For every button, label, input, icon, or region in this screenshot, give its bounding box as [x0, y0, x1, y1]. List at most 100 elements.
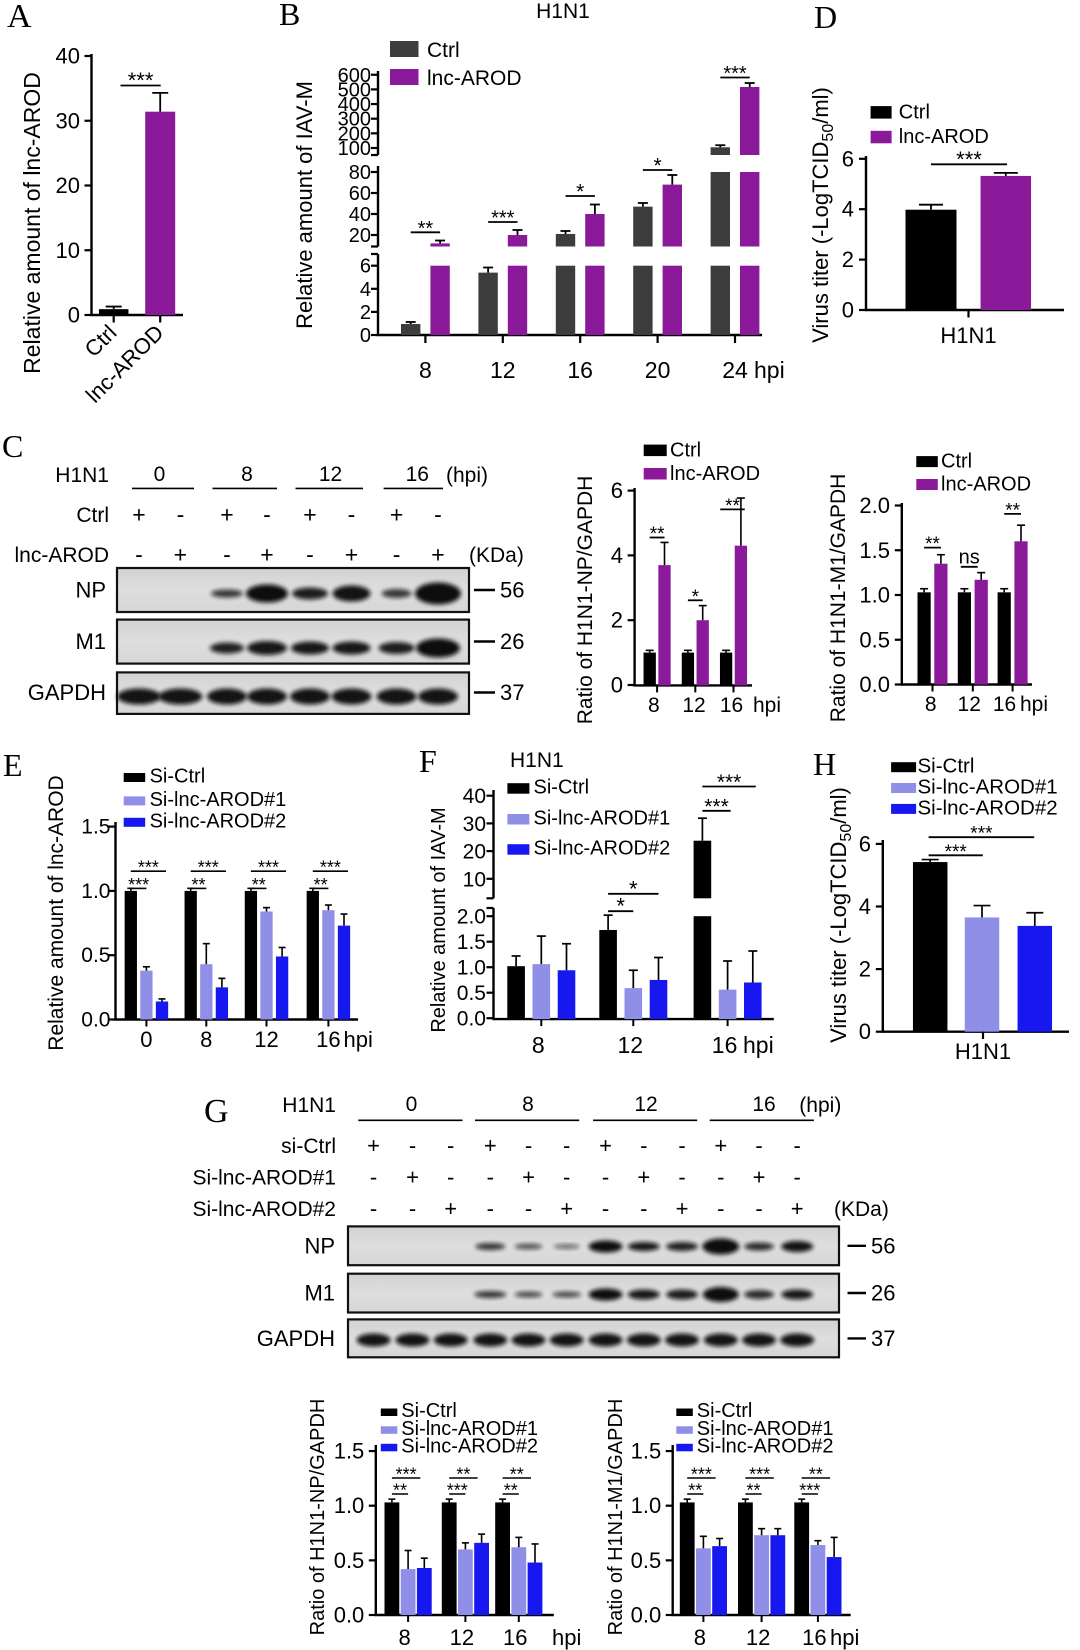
svg-text:8: 8 [200, 1027, 212, 1052]
svg-text:-: - [447, 1165, 454, 1190]
svg-text:+: + [637, 1165, 650, 1190]
svg-text:-: - [177, 502, 185, 528]
svg-text:1.0: 1.0 [631, 1493, 662, 1518]
svg-text:-: - [525, 1133, 532, 1158]
svg-text:***: *** [138, 858, 159, 878]
svg-text:**: ** [252, 875, 266, 895]
svg-text:hpi: hpi [830, 1625, 859, 1650]
svg-text:**: ** [1005, 500, 1020, 521]
svg-text:-: - [409, 1133, 416, 1158]
svg-text:12: 12 [618, 1032, 644, 1058]
svg-text:16: 16 [406, 463, 429, 486]
svg-text:lnc-AROD: lnc-AROD [670, 463, 760, 485]
svg-text:0.0: 0.0 [859, 672, 890, 697]
svg-text:80: 80 [349, 162, 371, 184]
svg-text:16: 16 [503, 1625, 527, 1650]
svg-text:A: A [7, 0, 32, 35]
svg-text:**: ** [456, 1465, 470, 1485]
svg-text:-: - [487, 1196, 494, 1221]
svg-text:0: 0 [859, 1019, 871, 1044]
svg-text:Si-lnc-AROD#1: Si-lnc-AROD#1 [401, 1418, 538, 1440]
svg-text:**: ** [504, 1481, 518, 1501]
svg-text:*: * [692, 587, 700, 608]
svg-text:Si-lnc-AROD#2: Si-lnc-AROD#2 [192, 1198, 336, 1221]
svg-text:**: ** [925, 534, 940, 555]
svg-text:1.0: 1.0 [457, 957, 486, 980]
svg-text:Relative amount of IAV-M: Relative amount of IAV-M [292, 81, 317, 329]
svg-text:24: 24 [722, 357, 748, 383]
svg-text:**: ** [809, 1465, 823, 1485]
svg-text:-: - [223, 542, 231, 568]
svg-text:*: * [576, 181, 584, 204]
svg-text:***: *** [717, 771, 742, 794]
svg-text:***: *** [128, 875, 149, 895]
svg-text:Si-Ctrl: Si-Ctrl [918, 755, 975, 778]
svg-text:**: ** [314, 875, 328, 895]
svg-text:***: *** [704, 795, 729, 818]
svg-text:-: - [794, 1165, 801, 1190]
svg-text:**: ** [688, 1481, 702, 1501]
svg-text:+: + [390, 502, 403, 528]
svg-text:-: - [640, 1133, 647, 1158]
svg-text:1.5: 1.5 [334, 1439, 365, 1464]
svg-text:Ctrl: Ctrl [76, 504, 109, 527]
svg-text:ns: ns [959, 547, 980, 569]
svg-text:20: 20 [645, 357, 671, 383]
svg-text:1.5: 1.5 [81, 816, 110, 839]
svg-text:*: * [629, 876, 638, 901]
svg-text:Relative amount of IAV-M: Relative amount of IAV-M [428, 807, 450, 1032]
svg-text:16: 16 [316, 1027, 340, 1052]
svg-text:lnc-AROD: lnc-AROD [14, 544, 109, 567]
svg-text:Si-Ctrl: Si-Ctrl [150, 766, 206, 788]
svg-text:+: + [599, 1133, 612, 1158]
svg-text:16: 16 [712, 1032, 738, 1058]
svg-text:Relative amount of lnc-AROD: Relative amount of lnc-AROD [45, 775, 68, 1050]
svg-text:Si-Ctrl: Si-Ctrl [697, 1400, 753, 1422]
svg-text:4: 4 [360, 279, 371, 301]
svg-text:16: 16 [802, 1625, 826, 1650]
svg-text:-: - [263, 502, 271, 528]
svg-text:10: 10 [463, 868, 486, 891]
svg-text:30: 30 [56, 108, 80, 133]
svg-text:Si-lnc-AROD#2: Si-lnc-AROD#2 [918, 796, 1058, 819]
svg-text:***: *** [956, 147, 982, 172]
svg-text:0.5: 0.5 [81, 944, 110, 967]
svg-text:8: 8 [522, 1093, 534, 1116]
svg-text:**: ** [650, 524, 665, 545]
svg-text:2.0: 2.0 [457, 906, 486, 929]
svg-text:1.0: 1.0 [334, 1493, 365, 1518]
svg-text:-: - [434, 502, 442, 528]
svg-text:lnc-AROD: lnc-AROD [427, 67, 522, 90]
svg-text:Si-lnc-AROD#1: Si-lnc-AROD#1 [192, 1167, 336, 1190]
svg-text:*: * [616, 894, 625, 919]
svg-text:M1: M1 [304, 1281, 335, 1306]
svg-text:***: *** [447, 1481, 468, 1501]
svg-text:-: - [678, 1165, 685, 1190]
svg-text:**: ** [725, 496, 740, 517]
svg-text:-: - [755, 1133, 762, 1158]
svg-text:8: 8 [532, 1032, 545, 1058]
svg-text:*: * [654, 155, 662, 178]
svg-text:0: 0 [611, 673, 623, 698]
svg-text:10: 10 [56, 238, 80, 263]
svg-text:6: 6 [842, 146, 854, 171]
svg-text:H1N1: H1N1 [282, 1094, 336, 1117]
svg-text:**: ** [191, 875, 205, 895]
svg-text:500: 500 [338, 79, 371, 101]
svg-text:2: 2 [360, 302, 371, 324]
svg-text:-: - [409, 1196, 416, 1221]
svg-text:+: + [753, 1165, 766, 1190]
svg-text:26: 26 [500, 629, 524, 654]
svg-text:16: 16 [752, 1093, 775, 1116]
svg-text:26: 26 [871, 1281, 895, 1306]
svg-text:-: - [135, 542, 143, 568]
svg-text:+: + [484, 1133, 497, 1158]
svg-text:8: 8 [925, 693, 937, 716]
svg-text:+: + [676, 1196, 689, 1221]
svg-text:+: + [345, 542, 358, 568]
svg-text:Relative amount of lnc-AROD: Relative amount of lnc-AROD [19, 72, 45, 374]
svg-text:Si-lnc-AROD#2: Si-lnc-AROD#2 [697, 1435, 834, 1457]
svg-text:E: E [3, 747, 23, 783]
svg-text:12: 12 [958, 693, 981, 716]
svg-text:hpi: hpi [753, 694, 781, 717]
